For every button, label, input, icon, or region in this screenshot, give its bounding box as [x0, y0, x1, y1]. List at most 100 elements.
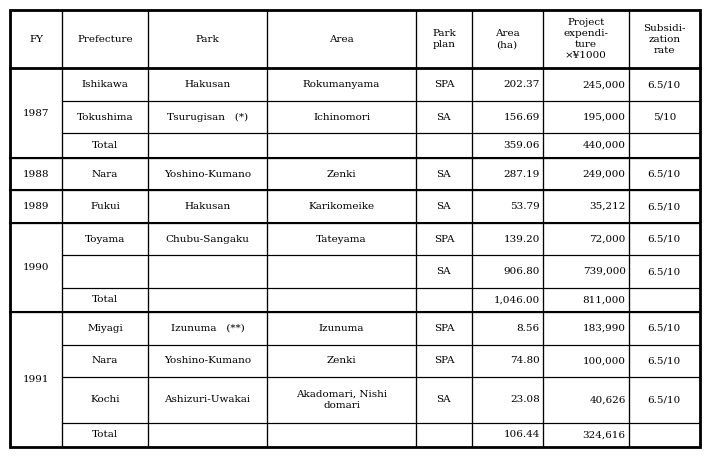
Text: 40,626: 40,626 — [589, 395, 626, 404]
Text: SA: SA — [437, 202, 451, 211]
Bar — [62, 190, 148, 223]
Bar — [267, 345, 416, 377]
Bar — [629, 223, 700, 255]
Text: 811,000: 811,000 — [583, 296, 626, 304]
Text: 739,000: 739,000 — [583, 267, 626, 276]
Bar — [148, 190, 267, 223]
Text: Nara: Nara — [92, 356, 118, 366]
Bar — [267, 377, 416, 423]
Text: Izunuma   (**): Izunuma (**) — [171, 324, 245, 333]
Text: 6.5/10: 6.5/10 — [648, 267, 681, 276]
Bar — [10, 10, 62, 69]
Text: Fukui: Fukui — [90, 202, 120, 211]
Text: SPA: SPA — [434, 80, 454, 89]
Bar — [62, 69, 148, 101]
Text: Nara: Nara — [92, 170, 118, 179]
Bar — [416, 10, 471, 69]
Text: Izunuma: Izunuma — [319, 324, 364, 333]
Bar — [267, 423, 416, 447]
Text: SA: SA — [437, 113, 451, 122]
Text: SA: SA — [437, 267, 451, 276]
Text: 106.44: 106.44 — [503, 430, 540, 439]
Bar — [416, 423, 471, 447]
Text: 195,000: 195,000 — [583, 113, 626, 122]
Bar — [629, 255, 700, 288]
Bar — [267, 190, 416, 223]
Text: 6.5/10: 6.5/10 — [648, 395, 681, 404]
Text: 100,000: 100,000 — [583, 356, 626, 366]
Text: 74.80: 74.80 — [510, 356, 540, 366]
Bar — [267, 158, 416, 190]
Text: 906.80: 906.80 — [503, 267, 540, 276]
Text: 440,000: 440,000 — [583, 141, 626, 150]
Bar — [62, 288, 148, 312]
Text: Tsurugisan   (*): Tsurugisan (*) — [167, 113, 248, 122]
Text: Total: Total — [92, 141, 118, 150]
Bar — [471, 190, 543, 223]
Bar — [543, 288, 629, 312]
Text: Ashizuri-Uwakai: Ashizuri-Uwakai — [164, 395, 250, 404]
Bar — [62, 423, 148, 447]
Text: SA: SA — [437, 395, 451, 404]
Text: Total: Total — [92, 430, 118, 439]
Text: 202.37: 202.37 — [503, 80, 540, 89]
Text: 8.56: 8.56 — [517, 324, 540, 333]
Text: SPA: SPA — [434, 356, 454, 366]
Bar — [629, 312, 700, 345]
Text: Akadomari, Nishi
domari: Akadomari, Nishi domari — [296, 390, 387, 410]
Bar — [148, 10, 267, 69]
Bar — [62, 101, 148, 133]
Bar — [148, 255, 267, 288]
Bar — [416, 133, 471, 158]
Bar — [62, 223, 148, 255]
Text: Park
plan: Park plan — [432, 29, 456, 49]
Text: 249,000: 249,000 — [583, 170, 626, 179]
Bar — [629, 69, 700, 101]
Text: 6.5/10: 6.5/10 — [648, 234, 681, 244]
Text: Chubu-Sangaku: Chubu-Sangaku — [165, 234, 250, 244]
Bar — [471, 255, 543, 288]
Bar — [10, 69, 62, 158]
Bar — [416, 312, 471, 345]
Bar — [10, 312, 62, 447]
Text: Project
expendi-
ture
×¥1000: Project expendi- ture ×¥1000 — [563, 18, 608, 60]
Bar — [148, 158, 267, 190]
Bar — [629, 190, 700, 223]
Bar — [543, 423, 629, 447]
Bar — [62, 133, 148, 158]
Bar — [10, 223, 62, 312]
Bar — [543, 133, 629, 158]
Text: 1991: 1991 — [23, 375, 50, 384]
Bar — [10, 190, 62, 223]
Text: 1,046.00: 1,046.00 — [493, 296, 540, 304]
Bar — [629, 345, 700, 377]
Bar — [416, 190, 471, 223]
Bar — [148, 223, 267, 255]
Bar — [10, 158, 62, 190]
Bar — [148, 101, 267, 133]
Bar — [62, 10, 148, 69]
Bar — [267, 223, 416, 255]
Bar — [471, 288, 543, 312]
Text: Yoshino-Kumano: Yoshino-Kumano — [164, 170, 251, 179]
Bar — [471, 158, 543, 190]
Bar — [148, 69, 267, 101]
Text: Tokushima: Tokushima — [77, 113, 133, 122]
Text: 72,000: 72,000 — [589, 234, 626, 244]
Text: 183,990: 183,990 — [583, 324, 626, 333]
Bar — [267, 133, 416, 158]
Text: 5/10: 5/10 — [653, 113, 676, 122]
Bar — [471, 223, 543, 255]
Bar — [267, 288, 416, 312]
Text: Area
(ha): Area (ha) — [495, 29, 520, 49]
Text: 287.19: 287.19 — [503, 170, 540, 179]
Text: Hakusan: Hakusan — [184, 80, 230, 89]
Text: 35,212: 35,212 — [589, 202, 626, 211]
Text: 6.5/10: 6.5/10 — [648, 324, 681, 333]
Text: 359.06: 359.06 — [503, 141, 540, 150]
Bar — [416, 223, 471, 255]
Text: SA: SA — [437, 170, 451, 179]
Bar — [148, 377, 267, 423]
Text: Miyagi: Miyagi — [87, 324, 123, 333]
Bar — [267, 10, 416, 69]
